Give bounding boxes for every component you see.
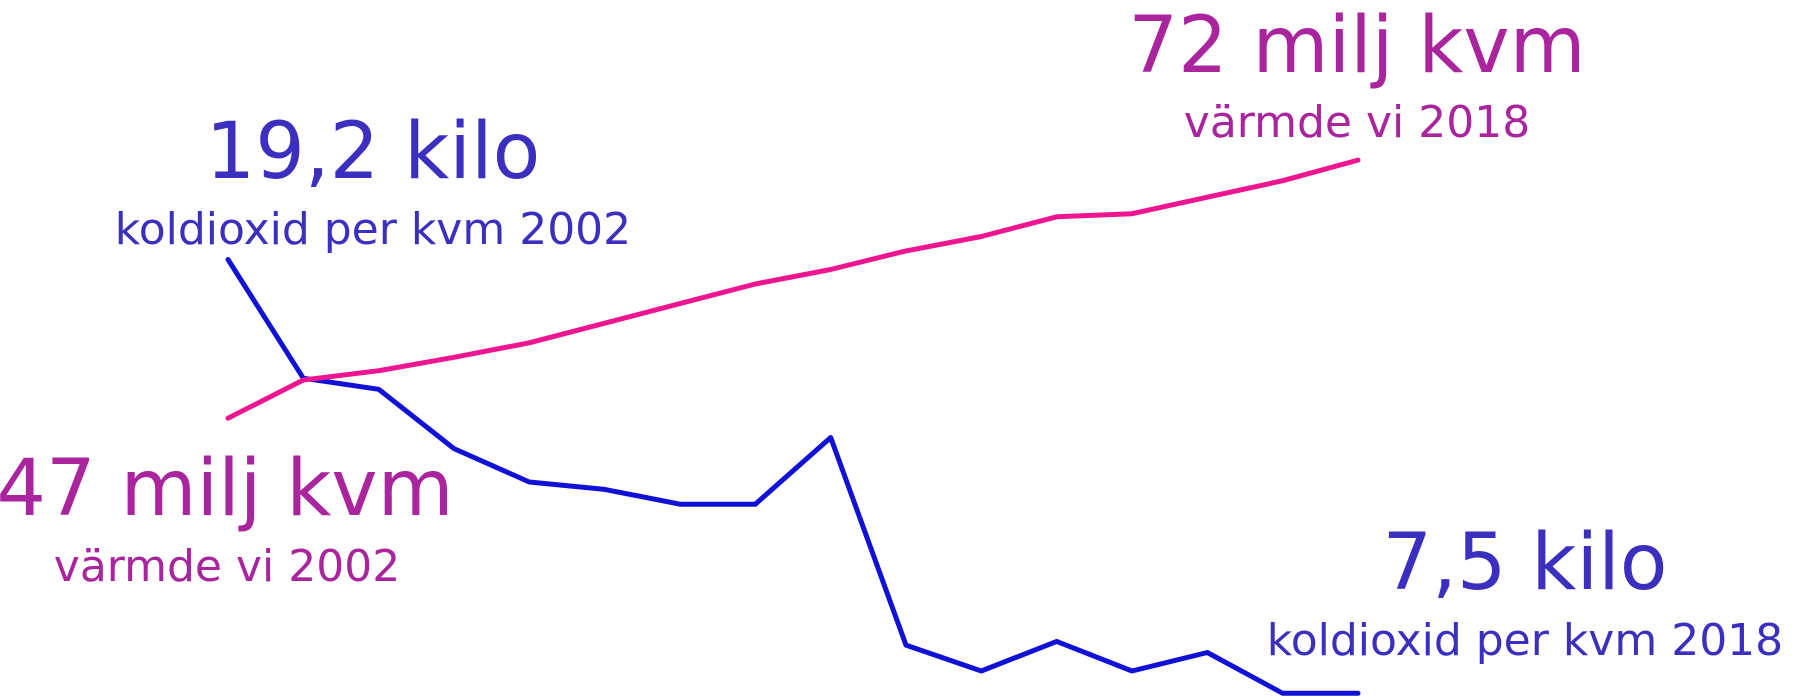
annotation: koldioxid per kvm 2018: [1267, 615, 1783, 666]
annotation: värmde vi 2018: [1184, 97, 1530, 148]
annotation: 72 milj kvm: [1128, 1, 1585, 91]
data-line: [225, 257, 1361, 696]
annotation: värmde vi 2002: [54, 541, 400, 592]
annotation: 47 milj kvm: [0, 444, 454, 534]
annotation: koldioxid per kvm 2002: [115, 204, 631, 255]
data-line: [225, 157, 1361, 421]
annotation: 19,2 kilo: [206, 107, 541, 197]
annotation: 7,5 kilo: [1382, 518, 1667, 608]
